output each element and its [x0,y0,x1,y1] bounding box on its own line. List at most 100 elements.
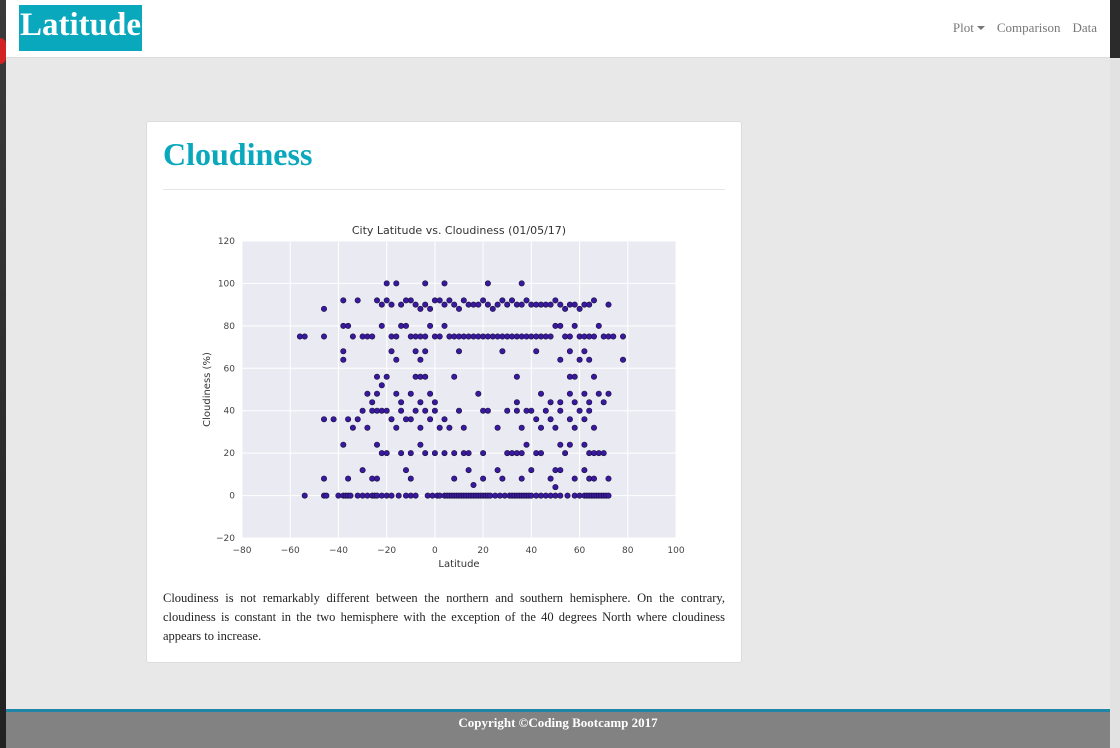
data-point [552,322,559,329]
x-tick-label: 80 [622,546,634,556]
nav-item-data[interactable]: Data [1072,20,1097,35]
x-tick-label: 0 [432,546,438,556]
data-point [586,399,593,406]
chart-title: City Latitude vs. Cloudiness (01/05/17) [352,224,566,237]
data-point [398,407,405,414]
data-point [321,305,328,312]
data-point [388,416,395,423]
data-point [393,333,400,340]
data-point [508,297,515,304]
data-point [369,399,376,406]
data-point [393,390,400,397]
data-point [600,450,607,457]
navbar-brand[interactable]: Latitude [19,5,143,51]
data-point [494,301,501,308]
data-point [557,492,564,499]
data-point [586,356,593,363]
scrollbar[interactable] [1110,58,1120,748]
data-point [374,373,381,380]
data-point [571,373,578,380]
data-point [455,348,462,355]
data-point [451,475,458,482]
data-point [455,305,462,312]
y-tick-label: 80 [224,322,236,332]
data-point [369,333,376,340]
data-point [451,450,458,457]
data-point [595,390,602,397]
data-point [374,297,381,304]
data-point [576,356,583,363]
y-tick-label: 60 [224,364,236,374]
data-point [487,492,494,499]
data-point [494,424,501,431]
content-card: Cloudiness −80 −60 −40 −20 0 20 40 60 80 100 −20 0 2… [146,121,742,663]
data-point [533,416,540,423]
data-point [354,492,361,499]
data-point [494,467,501,474]
footer-copyright: Copyright ©Coding Bootcamp 2017 [458,715,658,730]
data-point [581,441,588,448]
data-point [441,416,448,423]
data-point [345,475,352,482]
data-point [499,348,506,355]
data-point [388,348,395,355]
data-point [557,441,564,448]
nav-item-comparison[interactable]: Comparison [996,20,1061,35]
data-point [436,424,443,431]
data-point [436,297,443,304]
plot-area [242,241,676,538]
data-point [398,450,405,457]
data-point [398,322,405,329]
data-point [417,305,424,312]
data-point [552,297,559,304]
data-point [451,301,458,308]
data-point [557,407,564,414]
data-point [427,305,434,312]
data-point [619,333,626,340]
data-point [528,407,535,414]
data-point [571,424,578,431]
data-point [347,492,354,499]
data-point [398,399,405,406]
data-point [576,305,583,312]
data-point [422,280,429,287]
nav-item-plot[interactable]: Plot [953,20,985,36]
data-point [412,348,419,355]
data-point [566,441,573,448]
data-point [427,322,434,329]
data-point [480,450,487,457]
data-point [590,373,597,380]
data-point [590,424,597,431]
data-point [484,407,491,414]
data-point [475,301,482,308]
data-point [590,297,597,304]
data-point [460,424,467,431]
data-point [576,407,583,414]
data-point [508,333,515,340]
window-control-icon [0,38,6,64]
data-point [340,348,347,355]
data-point [523,441,530,448]
data-point [388,492,395,499]
data-point [407,297,414,304]
data-point [557,399,564,406]
data-point [321,475,328,482]
data-point [489,305,496,312]
data-point [393,424,400,431]
data-point [374,441,381,448]
data-point [480,475,487,482]
data-point [441,280,448,287]
data-point [321,333,328,340]
data-point [465,467,472,474]
data-point [446,424,453,431]
data-point [340,356,347,363]
data-point [407,475,414,482]
data-point [378,322,385,329]
data-point [557,356,564,363]
data-point [600,399,607,406]
data-point [581,467,588,474]
data-point [475,390,482,397]
data-point [523,297,530,304]
card-title: Cloudiness [163,136,313,172]
nav-item-plot-label: Plot [952,20,974,35]
